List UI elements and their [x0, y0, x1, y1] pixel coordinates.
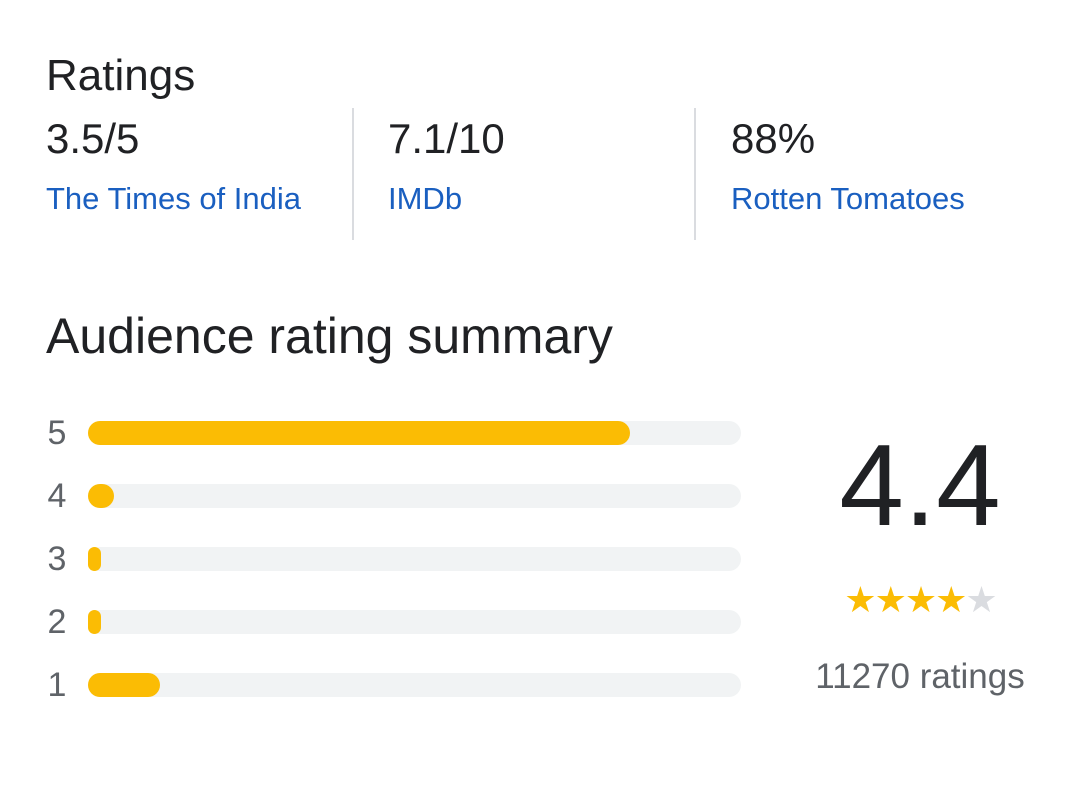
rating-bar-row-4: 4	[40, 471, 750, 521]
critic-source-link[interactable]: Rotten Tomatoes	[731, 181, 965, 216]
star-rating: ★★★★★	[790, 580, 1050, 620]
critic-score: 88%	[731, 115, 816, 162]
critic-score: 7.1/10	[388, 115, 505, 162]
rating-distribution-chart: 5 4 3 2 1	[40, 408, 750, 708]
audience-rating-heading: Audience rating summary	[46, 308, 613, 364]
critic-score: 3.5/5	[46, 115, 140, 162]
average-rating-summary: 4.4 ★★★★★ 11270 ratings	[790, 420, 1050, 720]
critic-source-link[interactable]: IMDb	[388, 181, 463, 216]
rating-bar-row-1: 1	[40, 660, 750, 710]
divider	[352, 108, 354, 240]
bar-label: 2	[47, 603, 67, 641]
star-filled-icon: ★	[904, 579, 937, 620]
bar-label: 1	[47, 666, 67, 704]
critic-source-link[interactable]: The Times of India	[46, 181, 302, 216]
star-empty-icon: ★	[965, 579, 997, 620]
critic-ratings-row: 3.5/5 The Times of India 7.1/10 IMDb 88%…	[0, 108, 1080, 240]
divider	[694, 108, 696, 240]
bar-track	[88, 484, 741, 508]
bar-fill	[88, 484, 114, 508]
ratings-heading: Ratings	[46, 51, 196, 100]
rating-count: 11270 ratings	[815, 657, 1025, 696]
bar-fill	[88, 421, 630, 445]
bar-track	[88, 421, 741, 445]
bar-fill	[88, 610, 101, 634]
bar-label: 5	[47, 414, 67, 452]
rating-bar-row-3: 3	[40, 534, 750, 584]
bar-fill	[88, 547, 101, 571]
bar-label: 3	[47, 540, 67, 578]
bar-track	[88, 673, 741, 697]
bar-track	[88, 547, 741, 571]
rating-bar-row-5: 5	[40, 408, 750, 458]
bar-label: 4	[47, 477, 67, 515]
star-filled-icon: ★	[935, 579, 967, 620]
star-filled-icon: ★	[844, 579, 876, 620]
bar-fill	[88, 673, 160, 697]
star-filled-icon: ★	[874, 579, 907, 620]
bar-track	[88, 610, 741, 634]
rating-bar-row-2: 2	[40, 597, 750, 647]
average-rating-value: 4.4	[839, 420, 1001, 550]
